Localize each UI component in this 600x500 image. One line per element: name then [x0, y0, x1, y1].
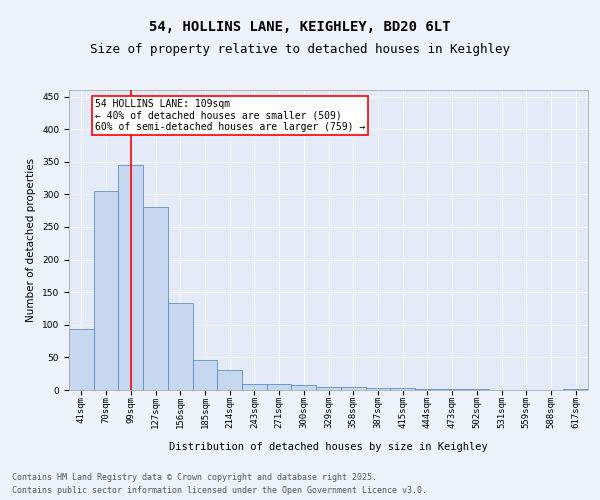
Bar: [69, 330, 94, 390]
Bar: [267, 384, 292, 390]
Bar: [390, 388, 415, 390]
Bar: [217, 370, 242, 390]
Text: Contains HM Land Registry data © Crown copyright and database right 2025.: Contains HM Land Registry data © Crown c…: [12, 472, 377, 482]
Bar: [242, 384, 267, 390]
Text: 54 HOLLINS LANE: 109sqm
← 40% of detached houses are smaller (509)
60% of semi-d: 54 HOLLINS LANE: 109sqm ← 40% of detache…: [95, 99, 365, 132]
Bar: [415, 388, 440, 390]
Text: Contains public sector information licensed under the Open Government Licence v3: Contains public sector information licen…: [12, 486, 427, 495]
Bar: [193, 360, 217, 390]
Bar: [94, 191, 118, 390]
Text: Size of property relative to detached houses in Keighley: Size of property relative to detached ho…: [90, 42, 510, 56]
Text: Distribution of detached houses by size in Keighley: Distribution of detached houses by size …: [169, 442, 488, 452]
Bar: [118, 165, 143, 390]
Bar: [365, 388, 390, 390]
Bar: [292, 386, 316, 390]
Y-axis label: Number of detached properties: Number of detached properties: [26, 158, 37, 322]
Bar: [143, 208, 168, 390]
Bar: [316, 386, 341, 390]
Bar: [563, 388, 588, 390]
Bar: [168, 304, 193, 390]
Bar: [341, 386, 365, 390]
Text: 54, HOLLINS LANE, KEIGHLEY, BD20 6LT: 54, HOLLINS LANE, KEIGHLEY, BD20 6LT: [149, 20, 451, 34]
